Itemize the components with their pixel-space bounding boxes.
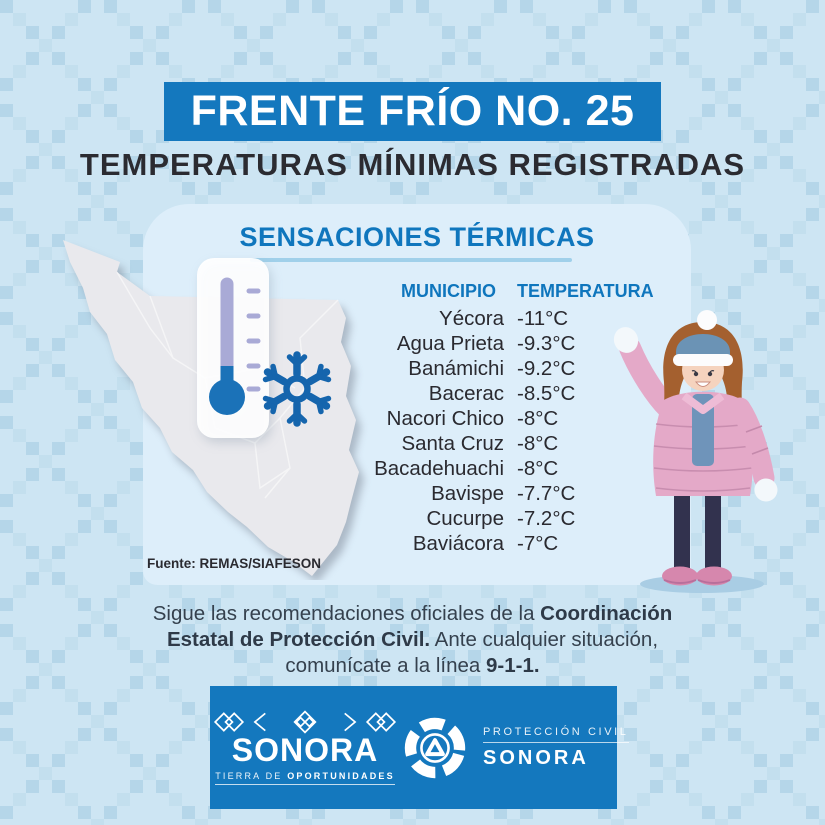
temperature-cell: -9.2°C [517, 356, 576, 380]
temperature-cell: -8°C [517, 406, 559, 430]
temperature-cell: -8°C [517, 456, 559, 480]
title-banner: FRENTE FRÍO NO. 25 [164, 82, 661, 141]
table-row: Santa Cruz -8°C [332, 431, 667, 456]
table-row: Bacadehuachi -8°C [332, 456, 667, 481]
proteccion-civil-logo: PROTECCIÓN CIVIL SONORA [400, 713, 629, 783]
municipio-cell: Bacadehuachi [374, 456, 504, 480]
table-header-row: MUNICIPIO TEMPERATURA [332, 281, 667, 306]
municipio-cell: Bavispe [431, 481, 504, 505]
sonora-logo: SONORA TIERRA DE OPORTUNIDADES [210, 710, 400, 785]
table-row: Bavispe -7.7°C [332, 481, 667, 506]
card-title: SENSACIONES TÉRMICAS [239, 222, 595, 252]
woman-winter-illustration [613, 310, 778, 593]
source-note: Fuente: REMAS/SIAFESON [147, 556, 322, 571]
snowflake-icon [257, 351, 337, 429]
municipio-cell: Bacerac [428, 381, 504, 405]
table-row: Bacerac -8.5°C [332, 381, 667, 406]
sonora-ornament-icon [213, 710, 397, 734]
recommendation-text: Sigue las recomendaciones oficiales de l… [152, 602, 673, 677]
card-title-underline [250, 258, 572, 262]
banner-title: FRENTE FRÍO NO. 25 [190, 87, 635, 135]
table-row: Banámichi -9.2°C [332, 356, 667, 381]
pc-divider-line [483, 741, 629, 743]
temperature-cell: -8°C [517, 431, 559, 455]
temperature-cell: -7.2°C [517, 506, 576, 530]
sonora-tagline: TIERRA DE OPORTUNIDADES [215, 771, 395, 785]
municipio-cell: Baviácora [412, 531, 504, 555]
temperature-cell: -8.5°C [517, 381, 576, 405]
pc-sonora-label: SONORA [483, 746, 589, 769]
column-header-municipio: MUNICIPIO [400, 281, 496, 301]
table-row: Cucurpe -7.2°C [332, 506, 667, 531]
pc-label: PROTECCIÓN CIVIL [483, 725, 629, 738]
municipio-cell: Yécora [439, 306, 504, 330]
municipio-cell: Santa Cruz [401, 431, 504, 455]
table-row: Baviácora -7°C [332, 531, 667, 556]
table-row: Nacori Chico -8°C [332, 406, 667, 431]
municipio-cell: Agua Prieta [396, 331, 504, 355]
temperature-cell: -11°C [517, 306, 569, 330]
temperature-cell: -7°C [517, 531, 559, 555]
temperature-cell: -7.7°C [517, 481, 576, 505]
thermometer-icon [197, 258, 269, 438]
temperature-cell: -9.3°C [517, 331, 576, 355]
column-header-temperatura: TEMPERATURA [517, 281, 654, 301]
table-row: Yécora -11°C [332, 306, 667, 331]
municipio-cell: Banámichi [408, 356, 504, 380]
table-row: Agua Prieta -9.3°C [332, 331, 667, 356]
municipio-cell: Cucurpe [426, 506, 505, 530]
civil-protection-emblem-icon [404, 717, 466, 778]
municipio-cell: Nacori Chico [386, 406, 504, 430]
temperatures-table: MUNICIPIO TEMPERATURA Yécora -11°C Agua Pr… [332, 281, 667, 556]
page-subtitle: TEMPERATURAS MÍNIMAS REGISTRADAS [79, 147, 746, 182]
sonora-wordmark: SONORA [231, 732, 379, 769]
temps-table-body: Yécora -11°C Agua Prieta -9.3°C Banámichi -9.… [332, 306, 667, 556]
footer-bar: SONORA TIERRA DE OPORTUNIDADES PROTECCIÓ… [210, 686, 629, 809]
